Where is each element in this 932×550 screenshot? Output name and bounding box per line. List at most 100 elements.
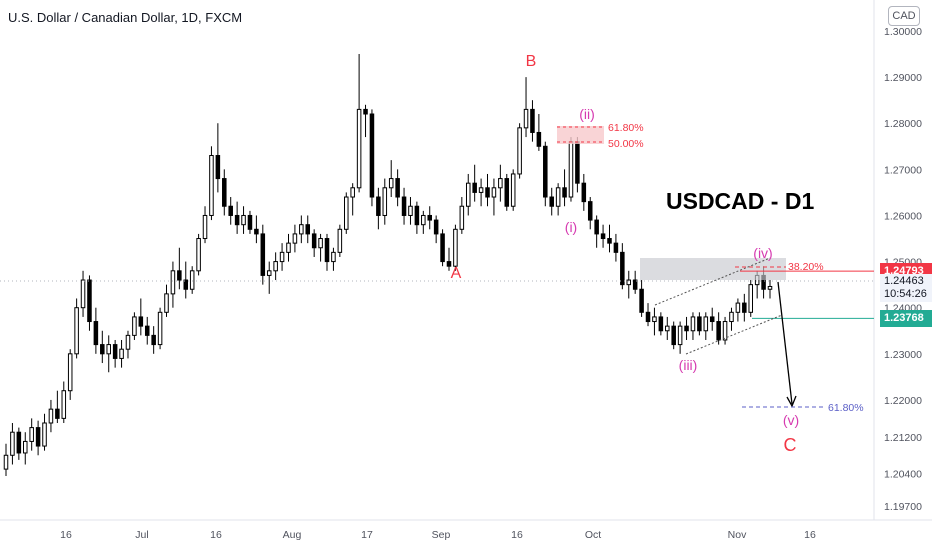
candle-body — [106, 344, 111, 355]
candle-body — [690, 316, 696, 332]
candle-body — [170, 270, 176, 295]
candle-body — [356, 108, 362, 189]
x-tick-label: 16 — [60, 529, 72, 541]
candle-body — [132, 316, 137, 336]
candle-body — [138, 316, 144, 327]
candle-body — [292, 233, 298, 244]
y-tick-label: 1.20400 — [884, 469, 922, 481]
candle-body — [273, 261, 278, 272]
candle-body — [324, 238, 330, 263]
y-tick-label: 1.26000 — [884, 210, 922, 222]
chart-annotation-title: USDCAD - D1 — [666, 188, 814, 214]
candle-body — [645, 311, 651, 323]
candle-body — [241, 214, 246, 226]
candle-body — [87, 279, 92, 323]
candle-body — [401, 196, 407, 216]
candle-body — [639, 288, 644, 313]
candle-body — [587, 201, 593, 221]
candle-body — [254, 228, 259, 235]
candle-body — [594, 219, 599, 235]
candle-body — [709, 316, 715, 323]
symbol-title: U.S. Dollar / Canadian Dollar, 1D, FXCM — [8, 10, 243, 25]
candle-body — [318, 238, 323, 249]
candle-body — [350, 187, 355, 198]
x-tick-label: Oct — [585, 529, 601, 541]
candle-body — [234, 214, 240, 226]
candle-body — [344, 196, 349, 230]
candle-body — [491, 187, 497, 198]
candle-body — [55, 408, 60, 419]
candle-body — [581, 182, 587, 203]
candle-body — [697, 316, 702, 332]
candle-body — [478, 187, 484, 193]
projection-arrow — [777, 281, 793, 405]
wave-B-label: B — [526, 53, 537, 70]
y-tick-label: 1.29000 — [884, 72, 922, 84]
y-tick-label: 1.21200 — [884, 432, 922, 444]
candle-body — [260, 233, 266, 276]
candle-body — [196, 238, 201, 272]
wave-iv-label: (iv) — [753, 245, 772, 261]
candle-body — [16, 431, 22, 454]
candle-body — [311, 233, 317, 249]
candle-body — [61, 390, 67, 419]
candle-body — [626, 279, 632, 286]
candle-body — [93, 321, 99, 346]
countdown-timer: 10:54:26 — [884, 288, 927, 300]
candle-body — [742, 302, 747, 313]
y-tick-label: 1.23000 — [884, 349, 922, 361]
candle-body — [453, 228, 458, 267]
candle-body — [286, 242, 291, 253]
candle-body — [29, 427, 34, 442]
candle-body — [144, 325, 150, 336]
candle-body — [305, 224, 311, 235]
candle-body — [568, 141, 574, 198]
x-tick-label: 17 — [361, 529, 373, 541]
candle-body — [459, 205, 465, 230]
wave-C-label: C — [784, 435, 797, 455]
candle-body — [337, 228, 343, 253]
wave-ii-label: (ii) — [579, 106, 595, 122]
candle-body — [510, 173, 516, 207]
candle-body — [767, 285, 773, 290]
candle-body — [157, 311, 163, 346]
channel-lower — [685, 314, 783, 355]
candle-body — [607, 238, 612, 244]
current-price-value: 1.24463 — [884, 275, 924, 287]
x-tick-label: 16 — [210, 529, 222, 541]
candle-body — [299, 224, 304, 235]
currency-button[interactable]: CAD — [888, 6, 920, 26]
x-tick-label: Nov — [728, 529, 747, 541]
candle-body — [112, 344, 118, 359]
candle-body — [119, 348, 124, 359]
candle-body — [722, 321, 728, 341]
candle-body — [209, 155, 214, 216]
x-tick-label: 16 — [804, 529, 816, 541]
candle-body — [498, 178, 503, 189]
y-tick-label: 1.19700 — [884, 501, 922, 513]
candle-body — [183, 279, 189, 290]
fib-zone-ii — [557, 126, 604, 144]
fib-target-label: 61.80% — [828, 402, 864, 414]
candle-body — [67, 353, 73, 392]
candle-body — [523, 108, 529, 129]
wave-v-label: (v) — [783, 412, 799, 428]
candle-body — [613, 242, 619, 253]
candle-body — [485, 187, 490, 198]
y-tick-label: 1.22000 — [884, 395, 922, 407]
candle-body — [465, 182, 471, 207]
candle-body — [671, 325, 676, 346]
channel-upper — [654, 257, 771, 306]
current-price-tag: 1.24463 10:54:26 — [880, 274, 932, 302]
candle-body — [395, 178, 400, 198]
projection-arrowhead — [786, 395, 797, 408]
candle-body — [632, 279, 638, 290]
candle-body — [536, 131, 542, 147]
support-price-tag: 1.23768 — [880, 310, 932, 328]
candle-body — [74, 307, 79, 355]
resistance-zone — [640, 258, 786, 280]
candle-body — [414, 205, 420, 226]
candle-body — [22, 440, 28, 454]
